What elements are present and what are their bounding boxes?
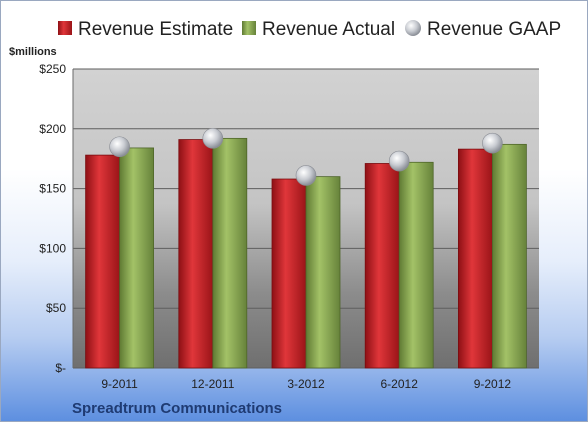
marker-revenue-gaap: [202, 128, 224, 149]
y-tick-label: $-: [55, 361, 66, 375]
y-tick-label: $250: [39, 62, 66, 76]
bar-revenue-estimate: [364, 163, 400, 369]
bars: [85, 137, 527, 369]
bar-revenue-actual: [398, 161, 434, 369]
legend-item-revenue-gaap: Revenue GAAP: [405, 19, 561, 40]
legend-swatch-revenue-actual: [242, 21, 256, 35]
bar-revenue-actual: [491, 143, 527, 369]
x-axis-ticks: 9-2011 12-2011 3-2012 6-2012 9-2012: [101, 377, 511, 391]
x-tick-label: 9-2012: [474, 377, 512, 391]
bar-revenue-actual: [212, 137, 248, 369]
y-tick-label: $200: [39, 122, 66, 136]
gaap-markers: [109, 128, 503, 186]
x-tick-label: 6-2012: [381, 377, 419, 391]
marker-revenue-gaap: [109, 136, 130, 158]
y-axis-unit-label: $millions: [9, 46, 57, 58]
legend-label-revenue-gaap: Revenue GAAP: [427, 19, 561, 40]
marker-revenue-gaap: [482, 132, 503, 154]
marker-revenue-gaap: [388, 150, 410, 172]
x-tick-label: 12-2011: [191, 377, 234, 391]
legend: Revenue Estimate Revenue Actual Revenue …: [58, 19, 561, 40]
legend-label-revenue-actual: Revenue Actual: [262, 19, 395, 40]
marker-revenue-gaap: [295, 165, 317, 186]
bar-revenue-estimate: [271, 178, 307, 369]
legend-item-revenue-estimate: Revenue Estimate: [58, 19, 233, 40]
y-tick-label: $50: [46, 301, 66, 315]
y-tick-label: $150: [39, 182, 66, 196]
legend-swatch-revenue-estimate: [58, 21, 72, 35]
x-tick-label: 3-2012: [287, 377, 325, 391]
bar-revenue-estimate: [178, 139, 214, 369]
y-tick-label: $100: [39, 241, 66, 255]
y-axis-ticks: $- $50 $100 $150 $200 $250: [39, 62, 66, 375]
legend-label-revenue-estimate: Revenue Estimate: [78, 19, 233, 40]
bar-revenue-estimate: [457, 148, 493, 369]
bar-revenue-estimate: [85, 154, 120, 369]
bar-revenue-actual: [305, 176, 341, 369]
legend-swatch-revenue-gaap: [405, 20, 421, 36]
bar-revenue-actual: [119, 147, 154, 369]
legend-item-revenue-actual: Revenue Actual: [242, 19, 395, 40]
company-name: Spreadtrum Communications: [72, 400, 282, 417]
x-tick-label: 9-2011: [101, 377, 138, 391]
